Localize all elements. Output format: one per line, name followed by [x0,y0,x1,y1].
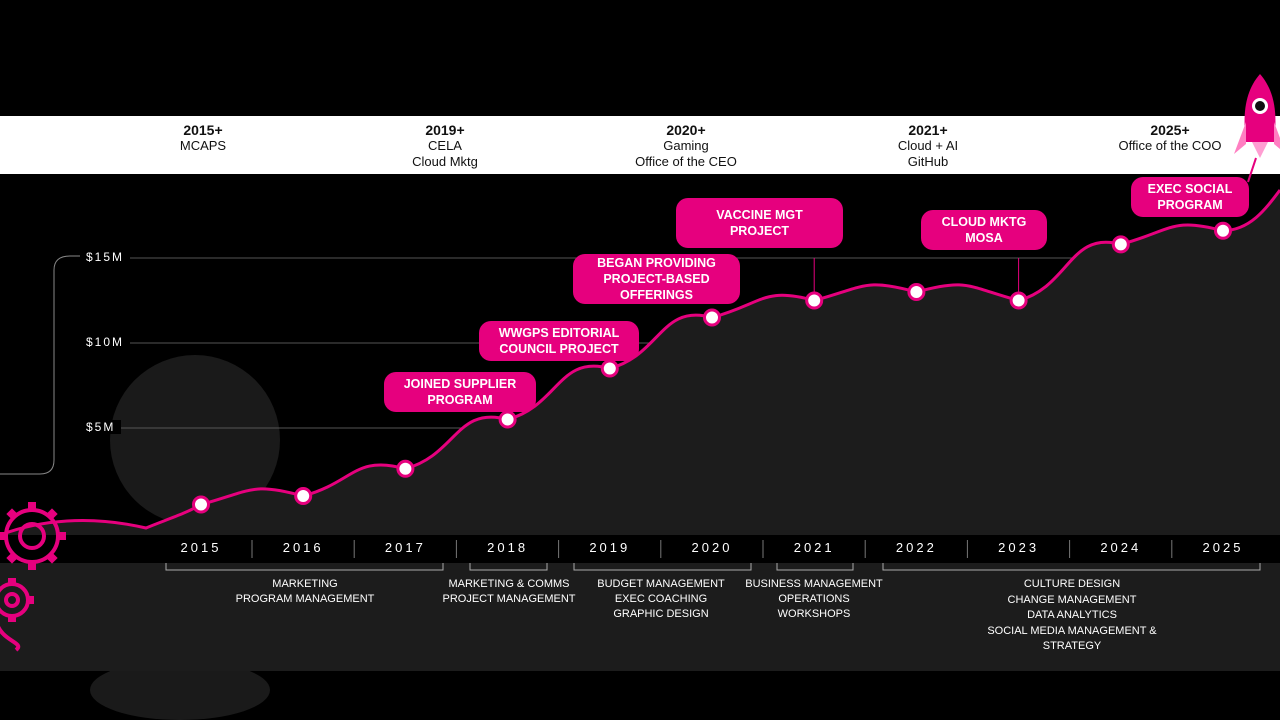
skill-item: BUSINESS MANAGEMENT [745,578,883,590]
era-3: 2021+ Cloud + AI GitHub [843,122,1013,170]
milestone-label: CLOUD MKTG MOSA [941,215,1027,245]
data-point [1214,221,1232,240]
era-org: Office of the COO [1118,138,1222,153]
milestone-label: VACCINE MGT PROJECT [716,208,803,238]
data-point [1009,291,1028,310]
era-year: 2025+ [1150,122,1190,138]
skill-bracket [573,563,752,571]
growth-line [0,189,1280,537]
era-4: 2025+ Office of the COO [1085,122,1255,154]
era-year: 2015+ [183,122,223,138]
milestone-label: EXEC SOCIAL PROGRAM [1147,182,1233,212]
skill-group: CULTURE DESIGN CHANGE MANAGEMENT DATA ANAL… [957,577,1187,655]
y-tick-label: $15M [80,250,131,264]
skill-item: DATA ANALYTICS [1027,609,1117,621]
milestone-tag: EXEC SOCIAL PROGRAM [1131,177,1249,217]
era-1: 2019+ CELA Cloud Mktg [360,122,530,170]
y-tick-label: $5M [80,420,122,434]
x-tick-label: 2019 [589,540,631,555]
y-tick-label: $10M [80,335,131,349]
data-point [703,308,721,327]
era-0: 2015+ MCAPS [118,122,288,154]
era-year: 2021+ [908,122,948,138]
x-tick-label: 2016 [282,540,324,555]
skill-bracket [882,563,1261,571]
x-tick-label: 2020 [691,540,733,555]
skill-item: CULTURE DESIGN [1023,578,1121,590]
milestone-label: BEGAN PROVIDING PROJECT-BASED OFFERINGS [597,256,716,302]
era-org: Cloud Mktg [412,154,478,169]
era-2: 2020+ Gaming Office of the CEO [601,122,771,170]
x-tick-label: 2025 [1202,540,1244,555]
skill-item: WORKSHOPS [777,608,851,620]
milestone-tag: BEGAN PROVIDING PROJECT-BASED OFFERINGS [573,254,740,304]
era-org: Office of the CEO [635,154,737,169]
milestone-tag: VACCINE MGT PROJECT [676,198,843,248]
decor-ellipse-bottom [90,660,270,720]
skill-item: MARKETING & COMMS [448,578,570,590]
skill-item: CHANGE MANAGEMENT [1007,593,1137,606]
era-org: MCAPS [179,138,227,153]
skill-item: OPERATIONS [778,593,850,605]
skill-item: SOCIAL MEDIA MANAGEMENT & STRATEGY [987,624,1157,653]
era-band [0,116,1280,174]
skill-item: EXEC COACHING [614,593,708,605]
skill-item: PROJECT MANAGEMENT [442,593,576,605]
era-org: Gaming [663,138,709,153]
skill-item: BUDGET MANAGEMENT [597,578,725,590]
era-year: 2020+ [666,122,706,138]
gear-icon [0,502,66,652]
milestone-tag: WWGPS EDITORIAL COUNCIL PROJECT [479,321,639,361]
era-org: GitHub [907,154,949,169]
x-tick-label: 2023 [998,540,1040,555]
skill-bracket [776,563,854,571]
x-tick-label: 2022 [895,540,937,555]
x-tick-label: 2024 [1100,540,1142,555]
milestone-label: WWGPS EDITORIAL COUNCIL PROJECT [498,326,620,356]
milestone-label: JOINED SUPPLIER PROGRAM [403,377,517,407]
data-point [600,359,619,378]
data-point [294,487,313,505]
x-tick-label: 2021 [793,540,835,555]
skill-group: MARKETING & COMMS PROJECT MANAGEMENT [394,577,624,607]
data-point [192,495,210,514]
skill-bracket [469,563,548,571]
era-year: 2019+ [425,122,465,138]
decor-circle-left [110,355,280,525]
area-fill [0,190,1280,535]
skill-group: MARKETING PROGRAM MANAGEMENT [190,577,420,607]
skill-item: MARKETING [272,578,338,590]
x-tick-label: 2015 [180,540,222,555]
skill-bracket [165,563,444,571]
data-point [396,459,415,478]
skill-item: PROGRAM MANAGEMENT [235,593,375,605]
milestone-tag: CLOUD MKTG MOSA [921,210,1047,250]
skill-group: BUDGET MANAGEMENT EXEC COACHING GRAPHIC DE… [546,577,776,622]
x-tick-label: 2018 [487,540,529,555]
data-point [1111,235,1130,254]
data-point [805,291,824,310]
x-tick-label: 2017 [384,540,426,555]
year-axis-bar [0,535,1280,563]
era-org: CELA [428,138,462,153]
skills-panel [0,563,1280,671]
data-point [498,410,517,429]
y-axis-bracket [0,255,90,475]
skill-item: GRAPHIC DESIGN [613,608,709,620]
skill-group: BUSINESS MANAGEMENT OPERATIONS WORKSHOPS [699,577,929,622]
milestone-tag: JOINED SUPPLIER PROGRAM [384,372,536,412]
rocket-icon [1234,74,1280,183]
data-point [907,283,926,301]
era-org: Cloud + AI [897,138,959,153]
